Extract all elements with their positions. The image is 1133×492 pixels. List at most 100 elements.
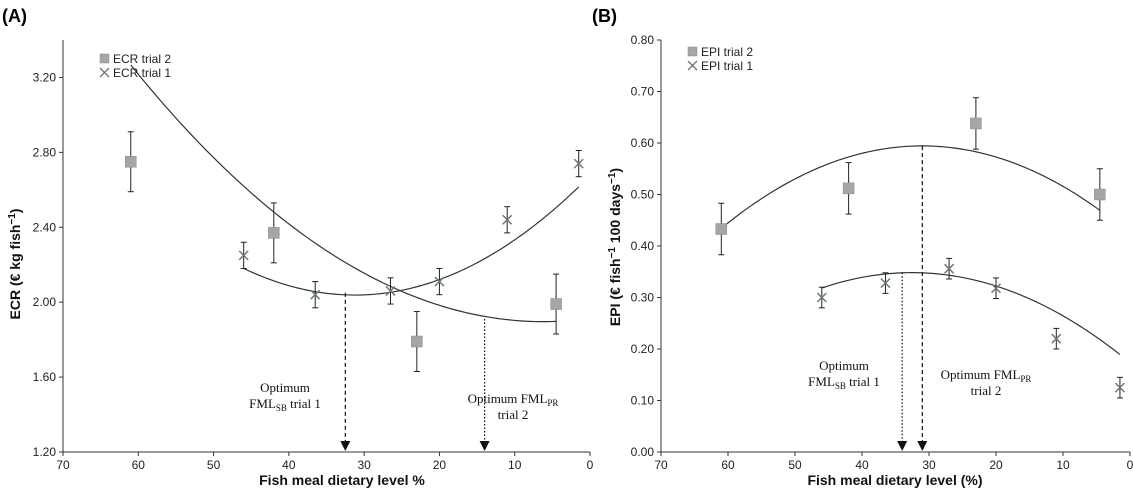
square-marker (411, 335, 423, 348)
x-tick-label: 30 (357, 458, 371, 472)
legend-b-epi-trial-1: EPI trial 1 (701, 59, 753, 73)
data-point (970, 97, 982, 150)
fit-curve-trial-2 (130, 64, 557, 323)
panel-b: (B) 0.00 0.10 0.20 0.30 0.40 0.50 0.60 0.70 0.80… (592, 6, 1133, 488)
optimum-annotation: Optimum FMLPR (468, 391, 559, 408)
x-tick-label: 60 (132, 458, 146, 472)
y-tick-label: 0.80 (631, 33, 655, 47)
fit-curve-trial-1 (821, 272, 1121, 356)
y-tick-label: 2.80 (33, 145, 57, 159)
data-point (944, 257, 955, 280)
x-tick-label: 0 (1127, 458, 1133, 472)
y-tick-label: 0.70 (631, 85, 655, 99)
data-point (550, 273, 562, 335)
panel-a-y-axis-title: ECR (€ kg fish−1) (7, 209, 23, 320)
data-point (385, 277, 396, 305)
x-marker (880, 278, 891, 289)
data-point (1114, 376, 1125, 399)
data-point (268, 202, 280, 264)
x-tick-label: 50 (788, 458, 802, 472)
optimum-annotation: trial 2 (971, 383, 1002, 398)
x-tick-label: 60 (721, 458, 735, 472)
data-point (1094, 168, 1106, 221)
data-point (816, 286, 827, 309)
arrowhead (479, 441, 490, 451)
legend-b-square-marker (687, 46, 698, 57)
panel-b-letter: (B) (592, 6, 617, 26)
square-marker (268, 227, 280, 239)
x-marker (310, 289, 321, 300)
data-point (411, 311, 423, 372)
data-point (125, 131, 137, 193)
y-tick-label: 0.00 (631, 445, 655, 459)
optimum-annotation: Optimum (819, 358, 869, 373)
y-tick-label: 0.60 (631, 136, 655, 150)
optimum-annotation: trial 2 (498, 407, 529, 422)
legend-b-x-marker (687, 60, 698, 71)
x-tick-label: 10 (1056, 458, 1070, 472)
data-point (880, 272, 891, 294)
x-marker (502, 214, 513, 225)
data-point (573, 149, 584, 178)
panel-b-y-axis-title: EPI (€ fish−1 100 days−1) (607, 168, 623, 326)
panel-a-letter: (A) (2, 6, 27, 26)
x-tick-label: 0 (587, 458, 594, 472)
y-tick-label: 1.60 (33, 370, 57, 384)
square-marker (715, 223, 728, 235)
x-tick-label: 10 (508, 458, 522, 472)
optimum-annotation: Optimum FMLPR (941, 367, 1032, 384)
x-marker (1114, 382, 1125, 393)
panel-a: (A) 1.20 1.60 2.00 2.40 2.80 3.20 70 60 50 40 30 20… (2, 6, 594, 488)
square-marker (1094, 188, 1106, 201)
y-tick-label: 0.50 (631, 188, 655, 202)
square-marker (550, 298, 562, 310)
panel-b-x-axis-title: Fish meal dietary level (%) (807, 472, 982, 488)
panel-b-legend: EPI trial 2 EPI trial 1 (687, 45, 753, 73)
y-tick-label: 3.20 (33, 70, 57, 84)
data-point (1051, 327, 1062, 350)
x-marker (990, 283, 1002, 294)
x-tick-label: 40 (282, 458, 296, 472)
x-marker (573, 158, 584, 169)
x-tick-label: 50 (207, 458, 221, 472)
data-point (310, 281, 321, 309)
y-tick-label: 0.10 (631, 394, 655, 408)
legend-a-ecr-trial-2: ECR trial 2 (113, 52, 171, 66)
legend-a-ecr-trial-1: ECR trial 1 (113, 66, 171, 80)
x-tick-label: 70 (56, 458, 70, 472)
x-marker (816, 292, 827, 303)
arrowhead (897, 441, 908, 451)
square-marker (125, 155, 137, 168)
fit-curve-trial-1 (243, 186, 580, 296)
data-point (842, 162, 855, 215)
x-marker (238, 250, 249, 261)
optimum-annotation: FMLSB trial 1 (249, 396, 321, 413)
data-point (434, 267, 445, 296)
y-tick-label: 0.40 (631, 239, 655, 253)
x-tick-label: 40 (855, 458, 869, 472)
x-tick-label: 20 (433, 458, 447, 472)
y-tick-label: 0.30 (631, 291, 655, 305)
fit-curve-trial-2 (720, 145, 1101, 229)
x-tick-label: 30 (922, 458, 936, 472)
optimum-annotation: Optimum (260, 380, 310, 395)
x-tick-label: 20 (989, 458, 1003, 472)
y-tick-label: 2.00 (33, 295, 57, 309)
y-tick-label: 1.20 (33, 445, 57, 459)
data-point (990, 277, 1002, 300)
panel-a-x-axis-title: Fish meal dietary level % (259, 472, 425, 488)
arrowhead (340, 441, 351, 451)
arrowhead (917, 441, 928, 451)
legend-b-epi-trial-2: EPI trial 2 (701, 45, 753, 59)
legend-a-x-marker (99, 67, 110, 78)
x-marker (434, 276, 445, 287)
legend-a-square-marker (99, 53, 110, 64)
x-marker (944, 263, 955, 274)
optimum-annotation: FMLSB trial 1 (808, 374, 880, 391)
data-point (715, 202, 728, 256)
square-marker (842, 182, 855, 195)
x-marker (385, 285, 396, 296)
x-tick-label: 70 (654, 458, 668, 472)
x-marker (1051, 333, 1062, 344)
